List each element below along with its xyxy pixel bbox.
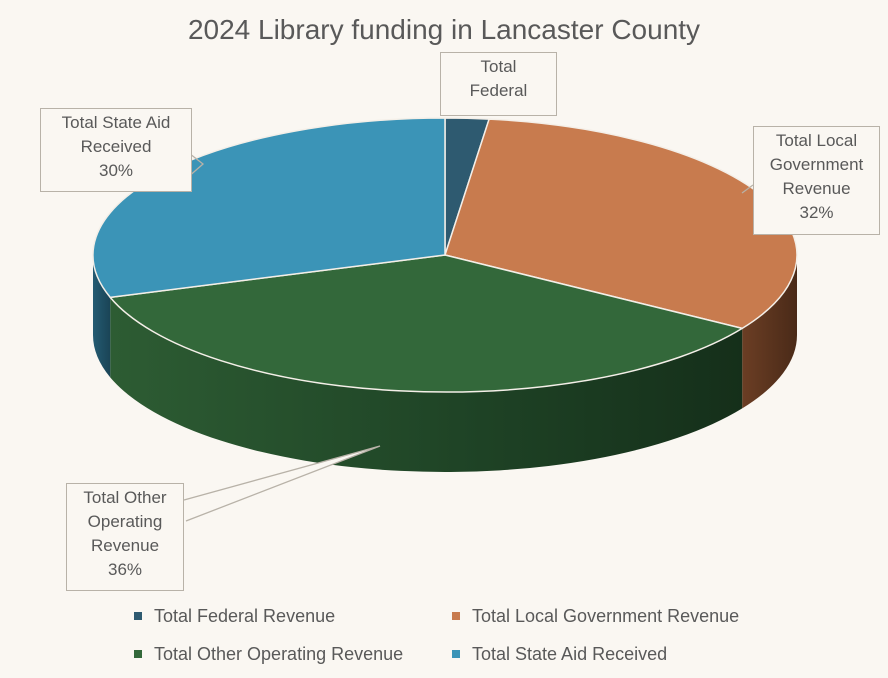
legend-item-federal: Total Federal Revenue [134, 605, 335, 627]
legend-swatch [134, 612, 142, 620]
data-label-federal: Total Federal [440, 52, 557, 116]
legend-swatch [134, 650, 142, 658]
leader-line-other-operating [183, 445, 381, 522]
legend-swatch [452, 650, 460, 658]
pie-wall-other-operating [110, 297, 743, 472]
data-label-other-operating: Total Other Operating Revenue 36% [66, 483, 184, 591]
legend-item-other-operating: Total Other Operating Revenue [134, 643, 403, 665]
legend-item-local-government: Total Local Government Revenue [452, 605, 739, 627]
pie-wall-state-aid [93, 255, 111, 378]
pie-slice-other-operating [109, 254, 743, 393]
data-label-state-aid: Total State Aid Received 30% [40, 108, 192, 192]
leader-line-local-government [741, 184, 754, 194]
legend-item-state-aid: Total State Aid Received [452, 643, 667, 665]
legend-swatch [452, 612, 460, 620]
data-label-local-government: Total Local Government Revenue 32% [753, 126, 880, 235]
chart-title: 2024 Library funding in Lancaster County [187, 14, 701, 45]
